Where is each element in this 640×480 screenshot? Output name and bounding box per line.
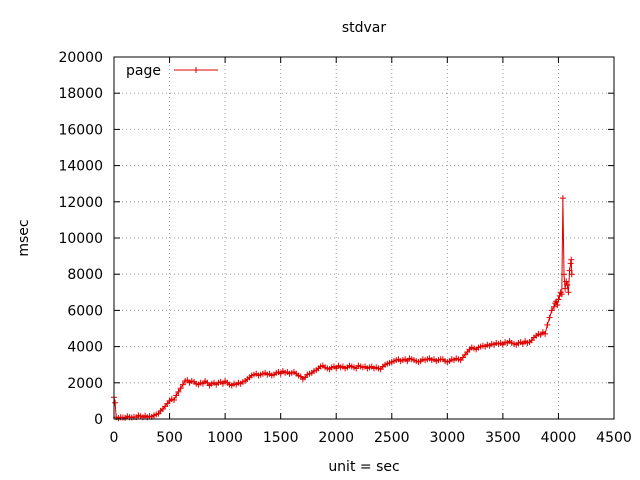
data-point [565, 289, 572, 296]
data-point [558, 291, 565, 298]
y-tick-label: 6000 [67, 303, 103, 319]
data-point [563, 278, 570, 285]
x-tick-label: 0 [110, 430, 119, 446]
grid [114, 57, 614, 419]
x-tick-label: 1000 [207, 430, 243, 446]
y-tick-label: 0 [94, 412, 103, 428]
data-point [559, 195, 566, 202]
tick-labels: 0 500 1000 1500 2000 2500 3000 3500 4000 4500 0 200… [58, 50, 631, 446]
data-point [561, 271, 567, 278]
legend-marker-plus [193, 67, 199, 73]
y-tick-label: 8000 [67, 267, 103, 283]
data-point [542, 330, 549, 337]
series-layer [111, 195, 575, 422]
data-point [564, 282, 571, 289]
x-tick-label: 3500 [485, 430, 521, 446]
x-tick-label: 4500 [596, 430, 632, 446]
y-tick-label: 14000 [58, 159, 103, 175]
y-tick-label: 16000 [58, 122, 103, 138]
data-point [555, 296, 562, 303]
data-point [177, 385, 184, 392]
data-point [171, 396, 177, 403]
data-point [544, 321, 551, 328]
data-point [173, 392, 180, 399]
y-tick-label: 18000 [58, 86, 103, 102]
data-point [554, 301, 561, 308]
chart-title: stdvar [342, 20, 387, 36]
data-point [179, 381, 186, 388]
data-point [546, 314, 553, 321]
legend: page [126, 63, 218, 79]
data-point [175, 388, 182, 395]
y-tick-label: 20000 [58, 50, 103, 66]
y-tick-label: 12000 [58, 195, 103, 211]
y-tick-label: 2000 [67, 376, 103, 392]
x-tick-label: 500 [156, 430, 183, 446]
y-tick-label: 4000 [67, 340, 103, 356]
legend-label-page: page [126, 63, 161, 79]
data-point [568, 271, 575, 278]
x-tick-label: 2500 [374, 430, 410, 446]
data-point [567, 260, 574, 267]
data-point [112, 399, 119, 406]
axis-ticks [113, 56, 615, 420]
data-point [548, 307, 555, 314]
plot-frame [113, 56, 615, 420]
x-axis-label: unit = sec [328, 459, 399, 475]
x-tick-label: 2000 [318, 430, 354, 446]
y-tick-label: 10000 [58, 231, 103, 247]
data-point [566, 267, 573, 274]
x-tick-label: 4000 [541, 430, 577, 446]
x-tick-label: 1500 [263, 430, 299, 446]
y-axis-label: msec [16, 219, 32, 256]
data-point [568, 256, 575, 263]
data-point [562, 285, 569, 292]
legend-swatch-marker [193, 67, 199, 73]
x-tick-label: 3000 [430, 430, 466, 446]
data-point [551, 303, 557, 310]
